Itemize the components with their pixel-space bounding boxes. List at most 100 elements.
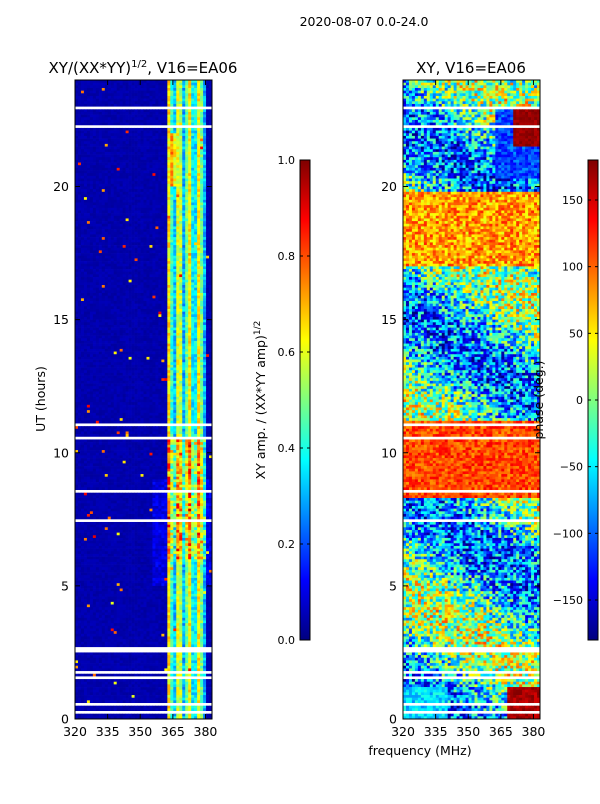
heatmap-cell <box>155 93 158 96</box>
heatmap-cell <box>191 282 194 285</box>
heatmap-cell <box>170 202 173 205</box>
heatmap-cell <box>170 176 173 179</box>
heatmap-cell <box>146 288 149 291</box>
heatmap-cell <box>120 272 123 275</box>
heatmap-cell <box>138 104 141 107</box>
heatmap-cell <box>146 144 149 147</box>
heatmap-cell <box>155 208 158 211</box>
heatmap-cell <box>132 309 135 312</box>
heatmap-cell <box>84 88 87 91</box>
heatmap-cell <box>90 317 93 320</box>
heatmap-cell <box>132 99 135 102</box>
heatmap-cell <box>167 234 170 237</box>
heatmap-cell <box>149 139 152 142</box>
heatmap-cell <box>129 330 132 333</box>
heatmap-cell <box>164 240 167 243</box>
heatmap-cell <box>81 213 84 216</box>
heatmap-cell <box>123 258 126 261</box>
heatmap-cell <box>96 264 99 267</box>
heatmap-cell <box>170 290 173 293</box>
heatmap-cell <box>135 373 138 376</box>
heatmap-cell <box>170 144 173 147</box>
heatmap-cell <box>182 293 185 296</box>
heatmap-cell <box>161 234 164 237</box>
heatmap-cell <box>152 165 155 168</box>
heatmap-cell <box>120 147 123 150</box>
heatmap-cell <box>114 213 117 216</box>
heatmap-cell <box>191 152 194 155</box>
heatmap-cell <box>93 210 96 213</box>
heatmap-cell <box>185 197 188 200</box>
heatmap-cell <box>146 192 149 195</box>
heatmap-cell <box>126 314 129 317</box>
heatmap-cell <box>170 123 173 126</box>
heatmap-cell <box>78 149 81 152</box>
heatmap-cell <box>99 293 102 296</box>
heatmap-cell <box>179 216 182 219</box>
heatmap-cell <box>132 139 135 142</box>
heatmap-cell <box>141 224 144 227</box>
heatmap-cell <box>158 133 161 136</box>
heatmap-cell <box>161 357 164 360</box>
heatmap-cell <box>117 96 120 99</box>
heatmap-cell <box>141 187 144 190</box>
heatmap-cell <box>203 352 206 355</box>
heatmap-cell <box>203 117 206 120</box>
heatmap-cell <box>170 269 173 272</box>
heatmap-cell <box>167 147 170 150</box>
heatmap-cell <box>197 179 200 182</box>
heatmap-cell <box>182 171 185 174</box>
heatmap-cell <box>138 91 141 94</box>
heatmap-cell <box>206 165 209 168</box>
heatmap-cell <box>194 357 197 360</box>
heatmap-cell <box>135 285 138 288</box>
heatmap-cell <box>123 139 126 142</box>
heatmap-cell <box>96 349 99 352</box>
heatmap-cell <box>170 357 173 360</box>
heatmap-cell <box>185 205 188 208</box>
heatmap-cell <box>144 245 147 248</box>
heatmap-cell <box>108 306 111 309</box>
heatmap-cell <box>191 179 194 182</box>
heatmap-cell <box>81 312 84 315</box>
heatmap-cell <box>81 160 84 163</box>
heatmap-cell <box>84 224 87 227</box>
heatmap-cell <box>173 213 176 216</box>
heatmap-cell <box>84 312 87 315</box>
heatmap-cell <box>90 202 93 205</box>
heatmap-cell <box>173 288 176 291</box>
heatmap-cell <box>129 83 132 86</box>
heatmap-cell <box>194 282 197 285</box>
heatmap-cell <box>206 232 209 235</box>
heatmap-cell <box>81 288 84 291</box>
heatmap-cell <box>188 309 191 312</box>
heatmap-cell <box>132 330 135 333</box>
heatmap-cell <box>84 301 87 304</box>
heatmap-cell <box>87 179 90 182</box>
heatmap-cell <box>132 109 135 112</box>
heatmap-cell <box>155 117 158 120</box>
heatmap-cell <box>158 317 161 320</box>
heatmap-cell <box>138 312 141 315</box>
heatmap-cell <box>176 301 179 304</box>
heatmap-cell <box>149 210 152 213</box>
heatmap-cell <box>105 296 108 299</box>
heatmap-cell <box>203 101 206 104</box>
heatmap-cell <box>146 123 149 126</box>
heatmap-cell <box>90 101 93 104</box>
heatmap-cell <box>105 256 108 259</box>
heatmap-cell <box>87 272 90 275</box>
heatmap-cell <box>81 181 84 184</box>
heatmap-cell <box>164 250 167 253</box>
heatmap-cell <box>200 192 203 195</box>
heatmap-cell <box>167 285 170 288</box>
heatmap-cell <box>149 192 152 195</box>
heatmap-cell <box>167 189 170 192</box>
heatmap-cell <box>123 229 126 232</box>
heatmap-cell <box>179 133 182 136</box>
heatmap-cell <box>155 370 158 373</box>
heatmap-cell <box>203 248 206 251</box>
heatmap-cell <box>194 160 197 163</box>
heatmap-cell <box>164 165 167 168</box>
heatmap-cell <box>90 309 93 312</box>
